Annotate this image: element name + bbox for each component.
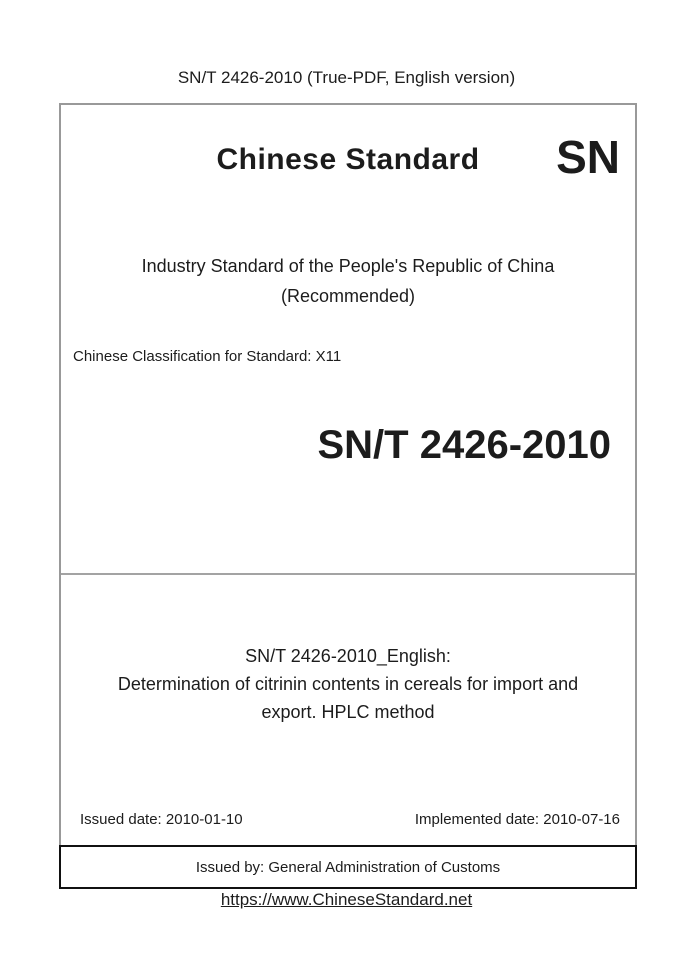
dates-row: Issued date: 2010-01-10 Implemented date…: [80, 811, 620, 829]
document-header-note: SN/T 2426-2010 (True-PDF, English versio…: [177, 68, 516, 87]
implemented-date: Implemented date: 2010-07-16: [414, 811, 620, 828]
english-title-line-3: export. HPLC method: [261, 702, 435, 722]
section-divider: [61, 573, 635, 575]
standard-type-qualifier: (Recommended): [280, 286, 416, 306]
brand-title: Chinese Standard: [216, 143, 480, 176]
issuer-box: Issued by: General Administration of Cus…: [59, 845, 637, 889]
standard-type-line: Industry Standard of the People's Republ…: [141, 256, 555, 276]
english-title-block: SN/T 2426-2010_English: Determination of…: [61, 642, 635, 726]
issued-date: Issued date: 2010-01-10: [80, 811, 243, 828]
english-title-line-2: Determination of citrinin contents in ce…: [117, 674, 579, 694]
sn-logo: SN: [556, 131, 620, 183]
english-title-line-1: SN/T 2426-2010_English:: [245, 646, 451, 666]
issuer-text: Issued by: General Administration of Cus…: [195, 858, 501, 876]
standard-number: SN/T 2426-2010: [317, 423, 611, 467]
cover-box: Chinese Standard SN Industry Standard of…: [59, 103, 637, 845]
footer-link-row: https://www.ChineseStandard.net: [0, 888, 693, 912]
classification-line: Chinese Classification for Standard: X11: [73, 348, 342, 365]
site-link[interactable]: https://www.ChineseStandard.net: [220, 890, 473, 909]
